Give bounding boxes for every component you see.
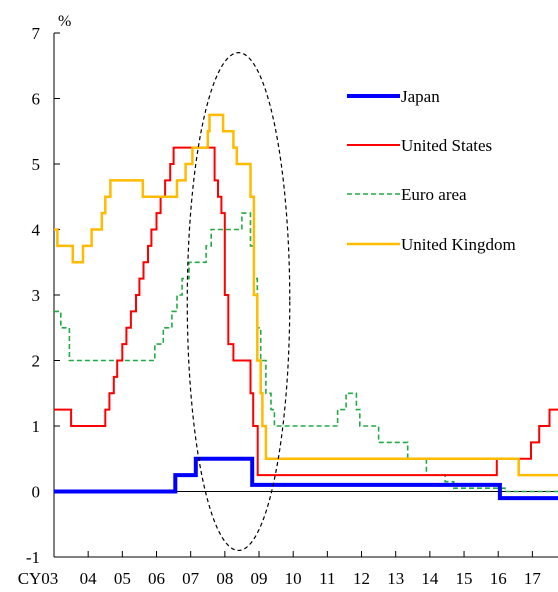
legend-label: Euro area xyxy=(401,185,467,204)
x-tick-label: 17 xyxy=(524,569,542,588)
legend-label: United Kingdom xyxy=(401,235,516,254)
x-tick-label: 05 xyxy=(114,569,131,588)
legend-label: Japan xyxy=(401,87,440,106)
series-line-united-states xyxy=(54,146,558,477)
y-tick-label: -1 xyxy=(26,548,40,567)
series-line-euro-area xyxy=(54,212,558,493)
highlight-ellipse-layer xyxy=(186,52,291,552)
y-tick-label: 6 xyxy=(32,90,41,109)
y-tick-label: 4 xyxy=(32,221,41,240)
series-line-united-kingdom xyxy=(54,113,558,477)
x-tick-label: 08 xyxy=(216,569,233,588)
x-tick-label: 04 xyxy=(80,569,98,588)
y-tick-label: 2 xyxy=(32,352,41,371)
y-tick-label: 3 xyxy=(32,286,41,305)
series-layer xyxy=(54,113,558,501)
x-tick-label: 07 xyxy=(182,569,200,588)
y-tick-label: 0 xyxy=(32,483,41,502)
y-tick-label: 5 xyxy=(32,155,41,174)
x-tick-label: 16 xyxy=(490,569,507,588)
y-unit-label: % xyxy=(58,13,71,30)
legend: Japan United States Euro area United Kingdo… xyxy=(347,87,516,254)
x-tick-label: 10 xyxy=(285,569,302,588)
x-tick-label: 06 xyxy=(148,569,165,588)
x-tick-label: 13 xyxy=(387,569,404,588)
legend-label: United States xyxy=(401,136,492,155)
x-tick-label: 11 xyxy=(319,569,335,588)
highlight-ellipse xyxy=(186,52,291,552)
y-tick-label: 7 xyxy=(32,24,41,43)
x-tick-label: 12 xyxy=(353,569,370,588)
y-tick-label: 1 xyxy=(32,417,41,436)
series-line-japan xyxy=(54,456,558,501)
x-tick-label: 15 xyxy=(456,569,473,588)
x-tick-label: CY03 xyxy=(18,569,59,588)
x-tick-label: 14 xyxy=(421,569,439,588)
x-tick-label: 09 xyxy=(251,569,268,588)
